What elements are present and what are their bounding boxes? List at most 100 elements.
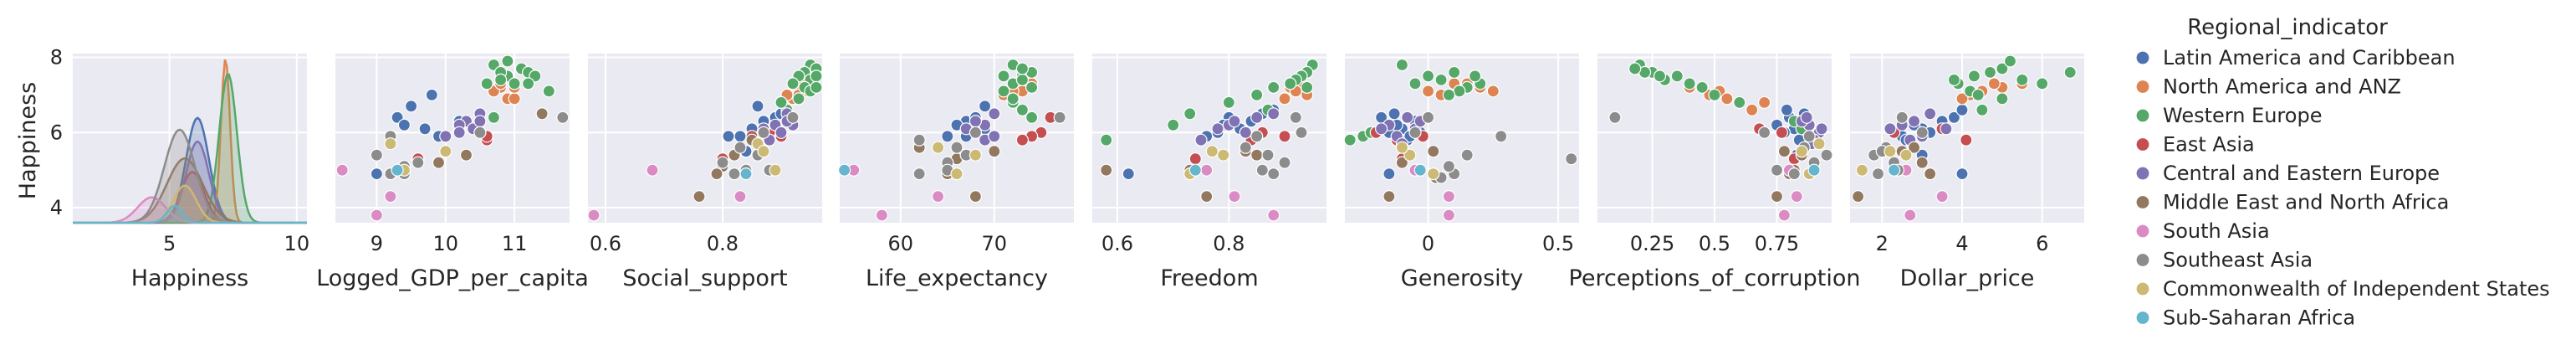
data-point [1100, 163, 1113, 177]
panel-row: 5 10 4 6 8 Happiness 9 10 11 Logged_GDP_per_capit… [50, 45, 2084, 291]
data-point [1183, 107, 1197, 121]
data-point [1401, 111, 1414, 124]
data-point [508, 77, 521, 90]
data-point [1289, 111, 1302, 124]
axes-background [1345, 54, 1579, 223]
data-point [1924, 167, 1937, 181]
data-point [1250, 88, 1264, 102]
data-point [1795, 145, 1808, 158]
x-tick-label: 0.8 [1213, 232, 1245, 255]
x-axis-label: Life_expectancy [866, 265, 1048, 291]
x-tick-label: 9 [371, 232, 383, 255]
x-tick-label: 0.6 [590, 232, 621, 255]
data-point [2036, 77, 2049, 90]
legend-marker [2135, 108, 2150, 123]
data-point [1239, 141, 1252, 154]
data-point [1770, 190, 1784, 203]
kde-fill-region-0 [73, 117, 307, 223]
data-point [1787, 167, 1801, 181]
data-point [1442, 208, 1456, 222]
data-point [473, 115, 487, 128]
data-point [439, 130, 452, 143]
data-point [1780, 103, 1793, 116]
data-point [1427, 167, 1440, 181]
data-point [1006, 92, 1020, 106]
data-point [1200, 163, 1214, 177]
legend-entry: North America and ANZ [2135, 75, 2401, 99]
data-point [473, 126, 487, 139]
data-point [1442, 190, 1456, 203]
data-point [969, 190, 983, 203]
data-point [733, 190, 747, 203]
data-point [710, 167, 723, 181]
data-point [1815, 122, 1828, 136]
x-tick-label: 0.25 [1630, 232, 1674, 255]
kde-fill-region-7 [73, 129, 307, 223]
data-point [1267, 208, 1280, 222]
x-tick-label: 6 [2036, 232, 2048, 255]
y-tick-label: 8 [50, 45, 63, 69]
data-point [1343, 133, 1357, 147]
data-point [1395, 58, 1409, 72]
panel-logged_gdp_per_capita: 9 10 11 Logged_GDP_per_capita [316, 54, 589, 291]
x-tick-label: 60 [888, 232, 914, 255]
data-point [733, 130, 747, 143]
data-point [1460, 148, 1474, 162]
data-point [1683, 77, 1696, 90]
legend-label: Commonwealth of Independent States [2163, 277, 2550, 301]
data-point [1211, 122, 1224, 136]
data-point [1486, 85, 1500, 98]
data-point [1301, 80, 1314, 95]
data-point [2063, 65, 2077, 80]
data-point [384, 190, 397, 203]
data-point [1388, 107, 1401, 121]
data-point [1122, 167, 1135, 181]
legend-entry: Western Europe [2135, 104, 2322, 127]
data-point [1194, 133, 1208, 147]
panel-happiness: 5 10 4 6 8 Happiness [50, 45, 309, 291]
data-point [1295, 126, 1308, 139]
data-point [1495, 130, 1508, 143]
data-point [716, 156, 729, 169]
legend-label: Latin America and Caribbean [2163, 46, 2456, 69]
legend-marker [2135, 310, 2150, 326]
data-point [439, 145, 452, 158]
data-point [1167, 118, 1180, 131]
data-point [1996, 62, 2009, 75]
x-tick-label: 0 [1422, 232, 1434, 255]
data-point [792, 92, 805, 106]
legend-label: Central and Eastern Europe [2163, 162, 2440, 185]
data-point [728, 167, 741, 181]
data-point [1267, 80, 1280, 95]
data-point [1695, 80, 1709, 95]
x-tick-label: 70 [982, 232, 1008, 255]
data-point [1015, 103, 1030, 116]
data-point [646, 163, 659, 177]
data-point [1915, 126, 1929, 139]
legend-label: South Asia [2163, 219, 2270, 243]
data-point [1278, 92, 1291, 106]
data-point [1448, 65, 1461, 80]
legend-marker [2135, 281, 2150, 296]
data-point [1653, 69, 1667, 83]
legend-label: Sub-Saharan Africa [2163, 306, 2355, 330]
data-point [1960, 133, 1973, 147]
data-point [1408, 126, 1422, 139]
data-point [1733, 95, 1746, 110]
data-point [1983, 65, 1997, 80]
data-point [769, 163, 782, 177]
data-point [786, 77, 800, 90]
data-point [1955, 167, 1969, 181]
data-point [1955, 103, 1969, 116]
data-point [425, 88, 438, 102]
data-point [1434, 73, 1448, 87]
legend-marker [2135, 166, 2150, 181]
data-point [1720, 92, 1734, 106]
data-point [912, 133, 926, 147]
data-point [1413, 163, 1427, 177]
data-point [1807, 163, 1821, 177]
data-point [1777, 145, 1791, 158]
data-point [1565, 152, 1578, 166]
x-tick-label: 11 [502, 232, 528, 255]
